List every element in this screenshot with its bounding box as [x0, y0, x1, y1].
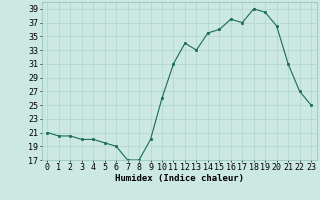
X-axis label: Humidex (Indice chaleur): Humidex (Indice chaleur): [115, 174, 244, 183]
